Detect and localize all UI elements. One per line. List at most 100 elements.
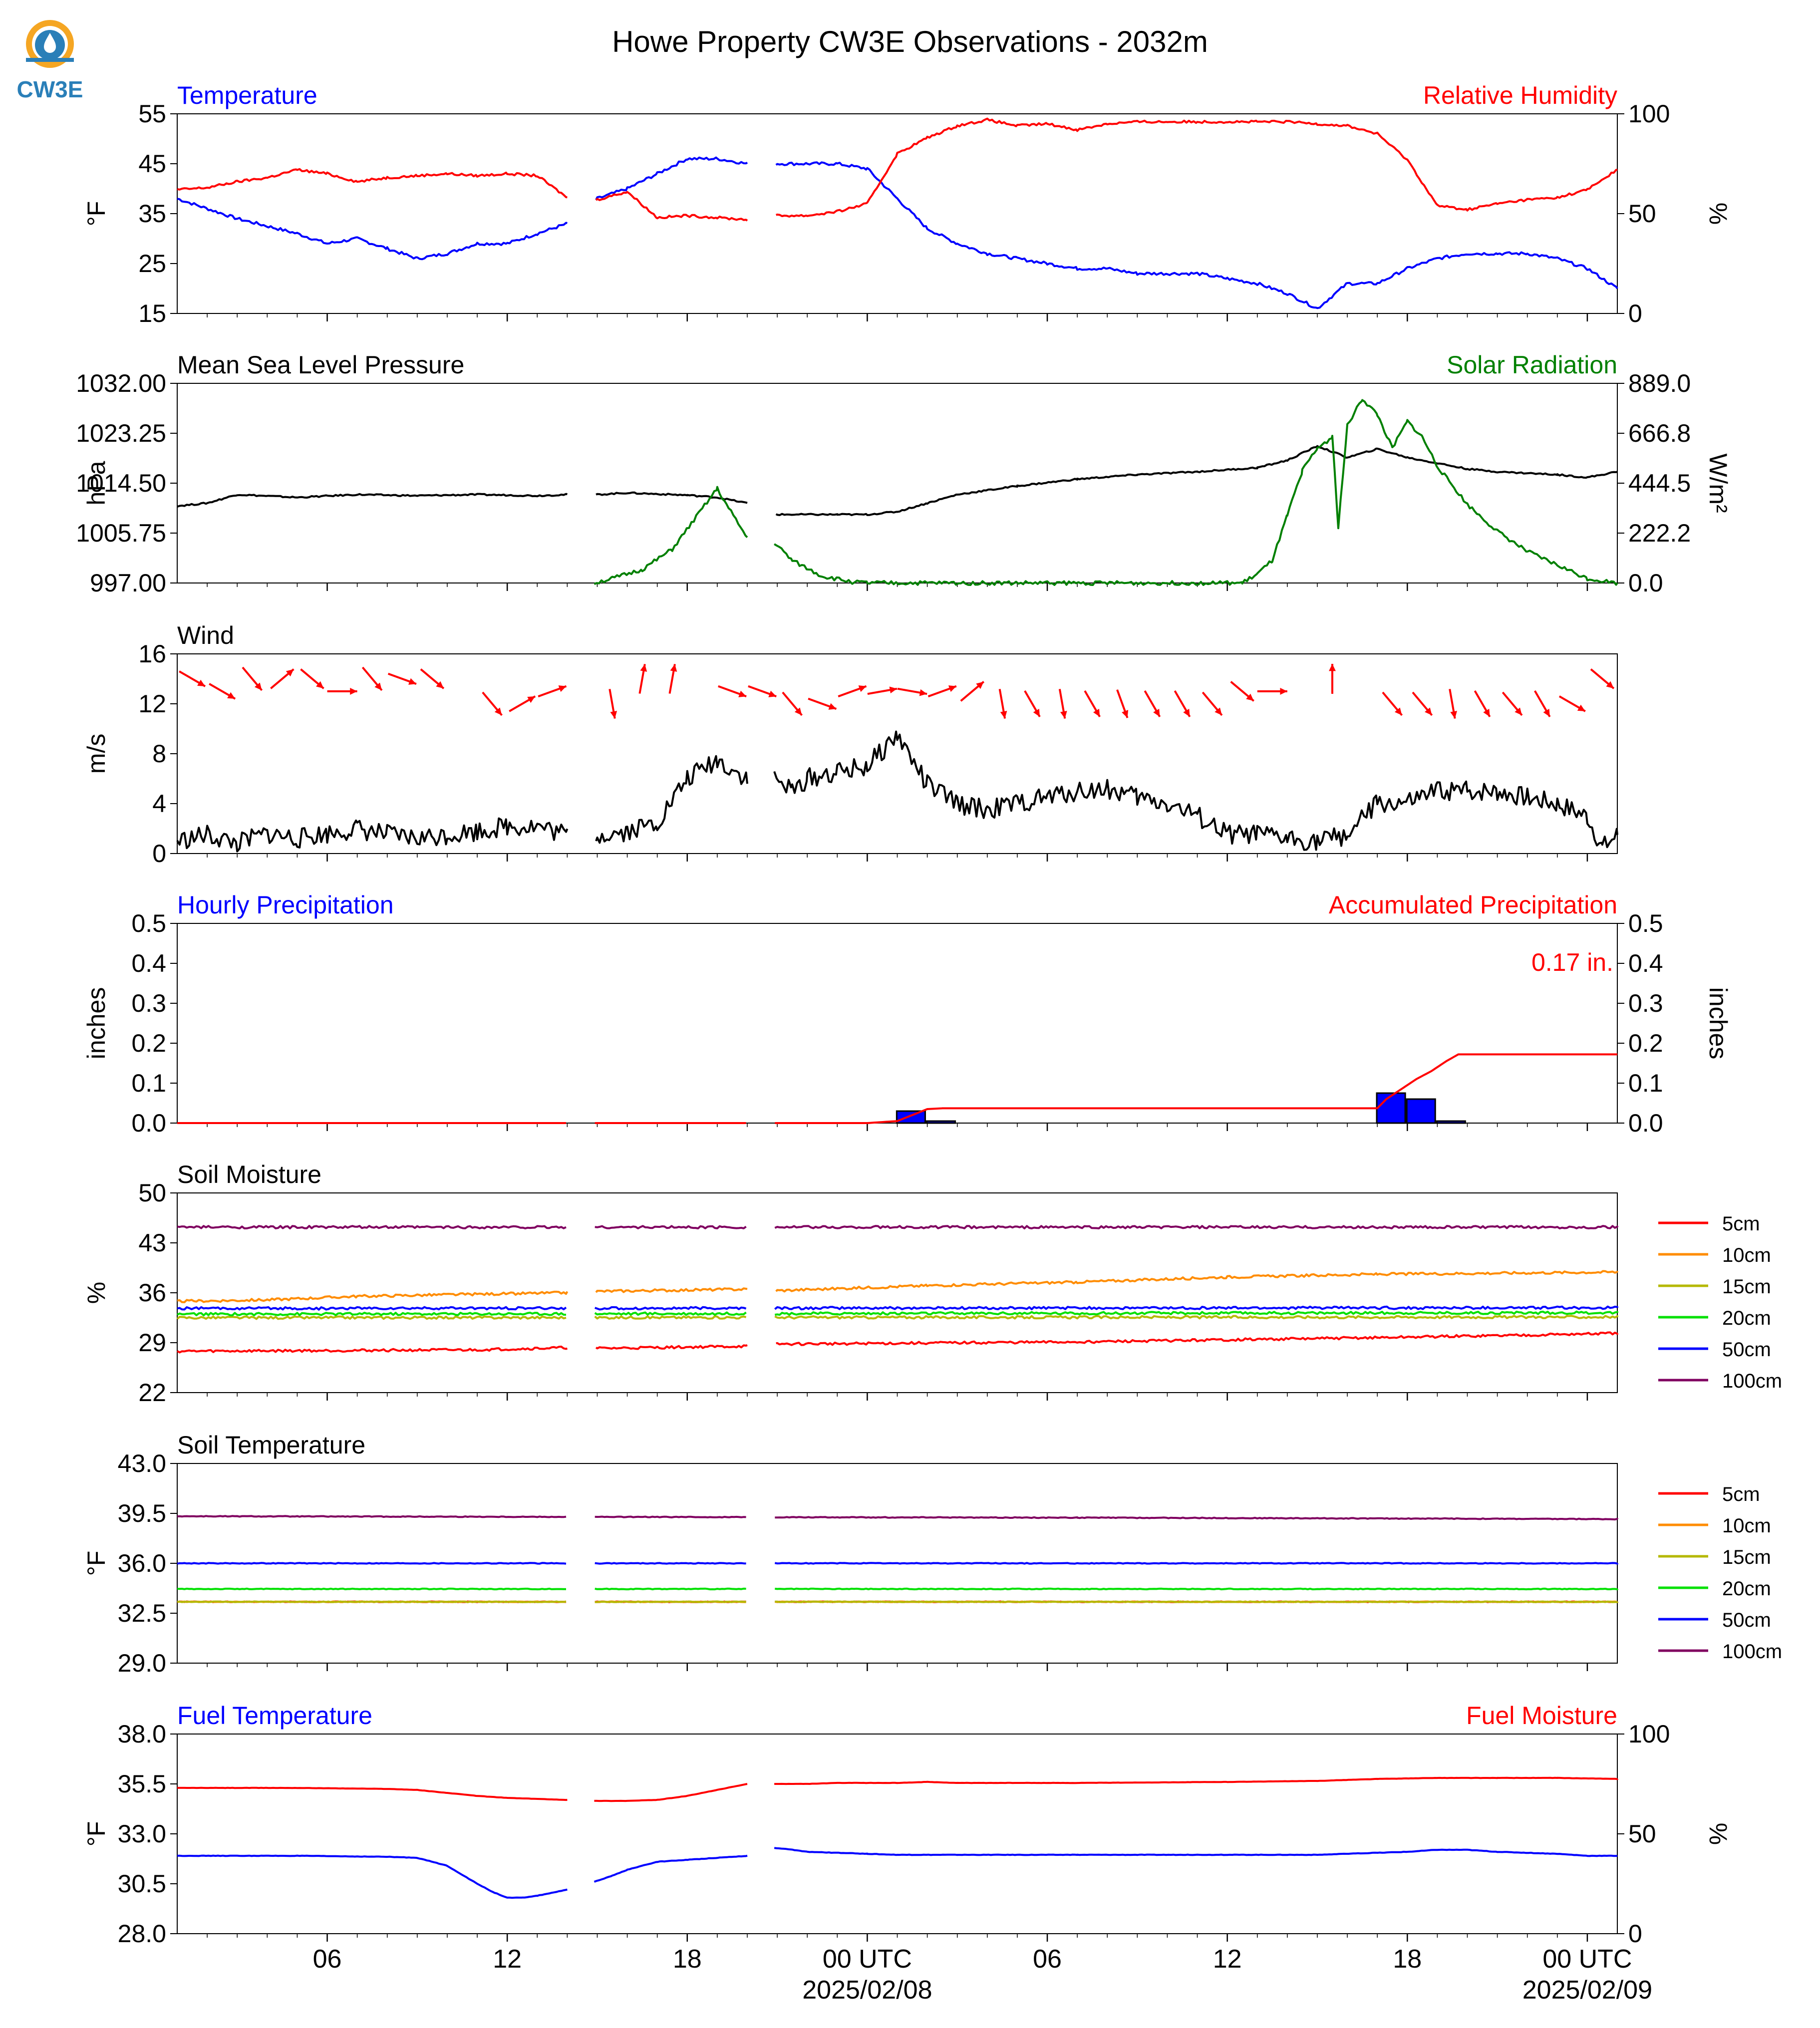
y-tick-label: 1023.25 (76, 419, 166, 447)
wind-arrow-head (1280, 688, 1287, 695)
wind-arrow (1590, 668, 1615, 689)
wind-arrow (1144, 690, 1161, 717)
precip-bar (1436, 1120, 1466, 1124)
y-tick-label: 997.00 (90, 569, 166, 597)
wind-arrow-head (315, 681, 324, 689)
y-tick-label: 8 (152, 740, 166, 768)
y2-tick-label: 50 (1628, 1820, 1656, 1848)
y2-tick-label: 0.0 (1628, 1109, 1663, 1137)
wind-arrow-head (1093, 709, 1100, 717)
x-tick-label: 00 UTC (1542, 1945, 1632, 1974)
accumulated-total-label: 0.17 in. (1531, 948, 1613, 976)
wind-arrow-head (286, 669, 294, 677)
plot-frame (177, 113, 1618, 314)
legend-label: 100cm (1722, 1641, 1782, 1663)
panels: Temperature Relative Humidity 15 25 35 45 55 °F… (76, 81, 1782, 2005)
wind-arrow (1382, 691, 1403, 716)
panel-title: Soil Temperature (177, 1431, 365, 1459)
wind-arrow (1474, 690, 1491, 717)
y-tick-label: 4 (152, 790, 166, 818)
precip-bar (1406, 1098, 1436, 1124)
panel-title: Temperature (177, 81, 317, 109)
series-line-left (177, 1225, 1618, 1229)
wind-arrow-head (738, 690, 747, 697)
y2-tick-label: 0 (1628, 1920, 1642, 1948)
wind-arrow (270, 668, 295, 689)
legend-label: 10cm (1722, 1244, 1771, 1266)
precip-bar (925, 1120, 956, 1124)
series-line-right (177, 1776, 1618, 1802)
wind-arrow (960, 681, 985, 702)
x-tick-label: 18 (673, 1945, 702, 1974)
wind-arrow-head (350, 688, 357, 695)
wind-arrow (1024, 690, 1041, 717)
series-line-left (177, 1310, 1618, 1317)
y-tick-label: 15 (138, 299, 166, 327)
wind-arrow (361, 666, 383, 691)
panel-right-title: Fuel Moisture (1466, 1702, 1617, 1730)
wind-arrow (1202, 691, 1223, 716)
wind-arrow-head (527, 696, 536, 703)
y2-tick-label: 0.4 (1628, 949, 1663, 977)
panel-soil_moisture: Soil Moisture 22 29 36 43 50% 5cm 10cm 15cm 20cm 5… (82, 1160, 1782, 1407)
y2-tick-label: 100 (1628, 1720, 1670, 1748)
wind-arrow (1084, 690, 1101, 717)
wind-arrow-head (1606, 681, 1614, 689)
wind-arrow-head (858, 685, 867, 692)
wind-arrow-head (1122, 710, 1129, 718)
y2-axis-label: % (1704, 203, 1732, 225)
wind-arrow (1174, 690, 1191, 717)
wind-arrow (300, 668, 324, 689)
y2-tick-label: 666.8 (1628, 419, 1691, 447)
wind-arrow-head (1153, 709, 1160, 717)
panel-pressure_solar: Mean Sea Level Pressure Solar Radiation 99… (76, 351, 1732, 597)
series-line-left (177, 1305, 1618, 1311)
wind-arrow-head (227, 692, 236, 699)
wind-arrow-head (1060, 711, 1067, 719)
series-line-left (177, 1331, 1618, 1354)
y-tick-label: 43.0 (118, 1449, 166, 1477)
wind-arrow (608, 689, 617, 719)
wind-arrow-head (640, 664, 647, 672)
wind-arrow-head (948, 685, 956, 692)
wind-arrow-head (919, 689, 927, 696)
wind-arrow-head (1246, 693, 1254, 701)
x-tick-label: 12 (1213, 1945, 1242, 1974)
y-axis-label: °F (82, 201, 110, 227)
series-line-right (594, 399, 1618, 586)
series-line-left (177, 1515, 1618, 1521)
wind-arrow (509, 695, 536, 712)
wind-arrow-head (1543, 709, 1550, 717)
y-tick-label: 32.5 (118, 1599, 166, 1627)
wind-arrow (748, 685, 777, 698)
y-tick-label: 0.4 (131, 949, 166, 977)
series-line-left (177, 1600, 1618, 1603)
y-tick-label: 12 (138, 690, 166, 718)
wind-arrow (838, 685, 867, 698)
wind-arrow-head (408, 678, 416, 685)
precip-bar (896, 1110, 926, 1124)
panel-soil_temp: Soil Temperature 29.0 32.5 36.0 39.5 43.0 °F 5c… (82, 1431, 1782, 1677)
wind-arrow (242, 666, 263, 691)
wind-arrow-head (1577, 704, 1585, 711)
wind-arrow (808, 697, 837, 710)
y2-axis-label: inches (1704, 987, 1732, 1060)
series-line-right (177, 117, 1618, 222)
y-tick-label: 0 (152, 840, 166, 868)
series-line-left (177, 445, 1618, 516)
legend-label: 100cm (1722, 1370, 1782, 1392)
wind-arrow-head (1000, 711, 1007, 719)
legend-label: 5cm (1722, 1213, 1760, 1235)
wind-arrow-head (436, 681, 444, 689)
wind-arrow-head (494, 707, 502, 715)
x-tick-date-label: 2025/02/09 (1522, 1976, 1652, 2005)
x-tick-label: 06 (313, 1945, 342, 1974)
y-tick-label: 38.0 (118, 1720, 166, 1748)
wind-arrow (1412, 691, 1433, 716)
y-tick-label: 29 (138, 1329, 166, 1357)
wind-arrow-head (558, 685, 567, 692)
wind-arrow-head (254, 682, 262, 690)
legend-label: 20cm (1722, 1307, 1771, 1329)
wind-arrow (668, 664, 677, 694)
wind-arrow (1116, 689, 1129, 718)
